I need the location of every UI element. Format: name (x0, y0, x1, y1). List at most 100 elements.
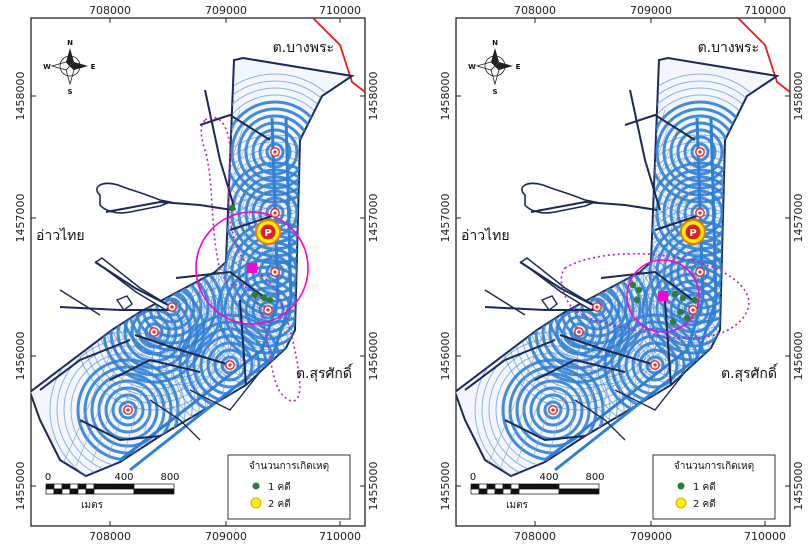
x-tick-label-top: 709000 (630, 4, 672, 17)
y-tick-label-left: 1458000 (14, 72, 27, 121)
legend-title: จำนวนการเกิดเหตุ (249, 461, 329, 472)
buffer-circle (195, 211, 309, 325)
x-tick-label-bottom: 709000 (205, 530, 247, 543)
place-label-gulf: อ่าวไทย (461, 227, 510, 244)
scale-segment (61, 488, 71, 495)
road (239, 299, 247, 386)
scale-segment (45, 488, 55, 495)
patrol-ring (543, 400, 563, 420)
y-tick-label-right: 1457000 (792, 194, 805, 243)
checkpoint-dot (653, 363, 657, 367)
patrol-ring (536, 393, 570, 427)
police-station-label: P (689, 228, 696, 239)
scale-segment (558, 488, 600, 495)
scale-segment (510, 488, 520, 495)
mean-center-marker (247, 263, 257, 273)
road (664, 299, 672, 386)
compass-s: S (492, 88, 497, 96)
checkpoint-dot (273, 211, 277, 215)
police-station-label: P (264, 228, 271, 239)
map-content: P (456, 18, 790, 478)
road (189, 371, 261, 411)
y-tick-label-right: 1458000 (792, 72, 805, 121)
scale-label: 400 (114, 472, 133, 483)
checkpoint-dot (577, 330, 581, 334)
patrol-ring (690, 262, 710, 282)
contour-line (628, 149, 690, 435)
scale-segment (494, 483, 504, 490)
y-tick-label-right: 1455000 (792, 462, 805, 511)
road (109, 358, 201, 381)
scale-segment (85, 488, 95, 495)
compass-n: N (67, 39, 73, 47)
y-tick-label-right: 1456000 (367, 332, 380, 381)
road (530, 200, 658, 213)
incident-point (266, 296, 274, 304)
patrol-ring (481, 338, 625, 476)
patrol-ring (624, 334, 686, 396)
incident-point (679, 294, 687, 302)
checkpoint-dot (698, 270, 702, 274)
contour-line (235, 169, 277, 427)
legend-label-two: 2 คดี (693, 498, 716, 510)
map-panel-left: P ต.บางพระ อ่าวไทย ต.สุรศักดิ์ N S E W 0 400 800 เม… (0, 0, 383, 548)
scale-segment (93, 488, 135, 495)
x-tick-label-bottom: 710000 (744, 530, 786, 543)
police-station-core (260, 224, 276, 240)
patrol-ring (118, 400, 138, 420)
contour-line (660, 169, 702, 427)
place-label-bang-phra: ต.บางพระ (698, 40, 759, 56)
patrol-ring (265, 142, 285, 162)
scale-segment (470, 483, 480, 490)
patrol-ring (199, 334, 261, 396)
road (519, 261, 596, 307)
road (574, 399, 626, 441)
incident-point (228, 204, 236, 212)
incident-point (669, 318, 677, 326)
checkpoint-dot (273, 150, 277, 154)
road (59, 306, 170, 311)
compass-n: N (492, 39, 498, 47)
legend: จำนวนการเกิดเหตุ 1 คดี 2 คดี (227, 454, 351, 520)
scale-segment (486, 483, 496, 490)
contour-line (203, 149, 265, 435)
north-arrow-icon: N S E W (468, 39, 520, 96)
y-tick-label-right: 1455000 (367, 462, 380, 511)
legend-swatch-two (250, 497, 262, 509)
y-tick-label-right: 1457000 (367, 194, 380, 243)
jetty-tip (115, 295, 133, 311)
road (229, 214, 276, 231)
incident-point (635, 286, 643, 294)
incident-point (251, 291, 259, 299)
road (94, 261, 171, 307)
checkpoint-dot (170, 305, 174, 309)
patrol-ring (251, 293, 285, 327)
road (504, 419, 586, 442)
x-tick-label-bottom: 710000 (319, 530, 361, 543)
scale-segment (558, 483, 600, 490)
incident-point (629, 281, 637, 289)
checkpoint-dot (273, 270, 277, 274)
scale-label: 800 (160, 472, 179, 483)
y-tick-label-left: 1458000 (439, 72, 452, 121)
checkpoint-dot (126, 408, 130, 412)
compass-w: W (468, 63, 476, 71)
compass-e: E (516, 63, 521, 71)
patrol-ring (690, 142, 710, 162)
boundary-line-north (312, 18, 365, 93)
legend-box (227, 454, 351, 520)
scale-segment (77, 488, 87, 495)
scale-label: 0 (470, 472, 476, 483)
place-label-bang-phra: ต.บางพระ (273, 40, 334, 56)
road (79, 419, 161, 442)
legend-swatch-one (677, 482, 685, 490)
scale-segment (61, 483, 71, 490)
legend-title: จำนวนการเกิดเหตุ (674, 461, 754, 472)
incident-point (671, 290, 679, 298)
place-label-gulf: อ่าวไทย (36, 227, 85, 244)
road (105, 200, 233, 213)
contour-line (219, 159, 271, 431)
road (39, 339, 131, 391)
patrol-ring (676, 293, 710, 327)
scale-bar: 0 400 800 เมตร (470, 472, 605, 511)
